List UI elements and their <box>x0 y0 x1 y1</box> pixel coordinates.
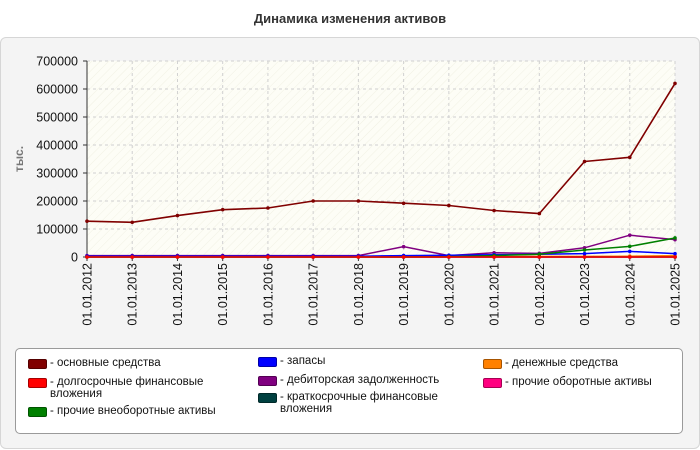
data-point <box>673 236 677 240</box>
data-point <box>220 207 225 212</box>
data-point <box>492 255 496 259</box>
x-tick-label: 01.01.2019 <box>397 263 411 326</box>
data-point <box>673 81 677 86</box>
data-point <box>673 255 677 259</box>
data-point <box>537 211 542 216</box>
data-point <box>356 199 361 203</box>
x-tick-label: 01.01.2025 <box>669 263 683 326</box>
legend-label: - запасы <box>280 355 326 367</box>
y-tick-label: 600000 <box>36 83 78 97</box>
x-tick-label: 01.01.2014 <box>171 263 185 326</box>
x-tick-label: 01.01.2020 <box>442 263 456 326</box>
series-line <box>86 82 676 224</box>
data-point <box>130 255 135 259</box>
data-point <box>447 255 451 259</box>
legend-item: - долгосрочные финансовые вложения <box>28 376 228 400</box>
legend-swatch <box>483 378 502 388</box>
data-point <box>582 248 587 252</box>
legend-item: - прочие оборотные активы <box>483 376 673 388</box>
x-tick-label: 01.01.2021 <box>488 263 502 326</box>
data-point <box>266 255 270 259</box>
x-tick-label: 01.01.2013 <box>126 263 140 326</box>
legend-label: - прочие оборотные активы <box>505 376 652 388</box>
data-point <box>582 251 587 256</box>
data-point <box>673 251 677 256</box>
data-point <box>85 219 89 223</box>
y-axis-label: тыс. <box>12 146 26 172</box>
data-point <box>401 201 406 206</box>
legend-swatch <box>483 359 502 369</box>
data-point <box>627 233 632 237</box>
data-point <box>130 220 135 225</box>
data-point <box>627 244 632 249</box>
data-point <box>175 213 180 218</box>
data-point <box>537 255 542 259</box>
x-tick-label: 01.01.2022 <box>533 263 547 326</box>
legend-item: - прочие внеоборотные активы <box>28 405 238 417</box>
y-tick-label: 300000 <box>36 167 78 181</box>
x-tick-label: 01.01.2018 <box>352 263 366 326</box>
y-tick-label: 400000 <box>36 139 78 153</box>
legend-item: - денежные средства <box>483 357 673 369</box>
data-point <box>175 255 180 259</box>
legend-label: - основные средства <box>50 357 161 369</box>
legend-label: - краткосрочные финансовые вложения <box>280 391 438 415</box>
legend-swatch <box>258 393 277 403</box>
data-point <box>582 255 587 259</box>
legend-swatch <box>28 378 47 388</box>
legend-label: - прочие внеоборотные активы <box>50 405 216 417</box>
data-point <box>266 206 270 210</box>
x-tick-label: 01.01.2017 <box>307 263 321 326</box>
series-line <box>87 250 676 257</box>
y-tick-label: 700000 <box>36 55 78 69</box>
legend-swatch <box>28 359 47 369</box>
data-point <box>492 208 496 213</box>
legend-label: - долгосрочные финансовые вложения <box>50 376 204 400</box>
data-point <box>627 255 632 259</box>
data-point <box>356 255 361 259</box>
data-point <box>311 255 315 259</box>
y-tick-label: 200000 <box>36 195 78 209</box>
legend-swatch <box>258 376 277 386</box>
y-tick-label: 0 <box>71 251 78 265</box>
legend-item: - краткосрочные финансовые вложения <box>258 391 473 415</box>
chart-legend: - основные средства - долгосрочные финанс… <box>15 348 683 434</box>
data-point <box>537 252 542 256</box>
legend-label: - денежные средства <box>505 357 619 369</box>
legend-item: - запасы <box>258 355 473 367</box>
x-tick-label: 01.01.2023 <box>578 263 592 326</box>
legend-swatch <box>258 357 277 367</box>
x-tick-label: 01.01.2012 <box>81 263 95 326</box>
data-point <box>582 159 587 164</box>
y-tick-label: 100000 <box>36 223 78 237</box>
legend-item: - основные средства <box>28 357 228 369</box>
x-tick-label: 01.01.2024 <box>623 263 637 326</box>
data-point <box>627 155 632 160</box>
x-tick-label: 01.01.2016 <box>261 263 275 326</box>
data-point <box>220 255 225 259</box>
y-tick-label: 500000 <box>36 111 78 125</box>
data-point <box>401 244 406 249</box>
data-point <box>447 203 451 208</box>
x-tick-label: 01.01.2015 <box>216 263 230 326</box>
data-point <box>627 249 632 254</box>
data-point <box>85 255 89 259</box>
data-point <box>401 255 406 259</box>
legend-item: - дебиторская задолженность <box>258 374 473 386</box>
data-point <box>311 199 315 203</box>
legend-label: - дебиторская задолженность <box>280 374 440 386</box>
plot-area <box>87 61 675 257</box>
legend-swatch <box>28 407 47 417</box>
chart-title: Динамика изменения активов <box>253 11 447 26</box>
